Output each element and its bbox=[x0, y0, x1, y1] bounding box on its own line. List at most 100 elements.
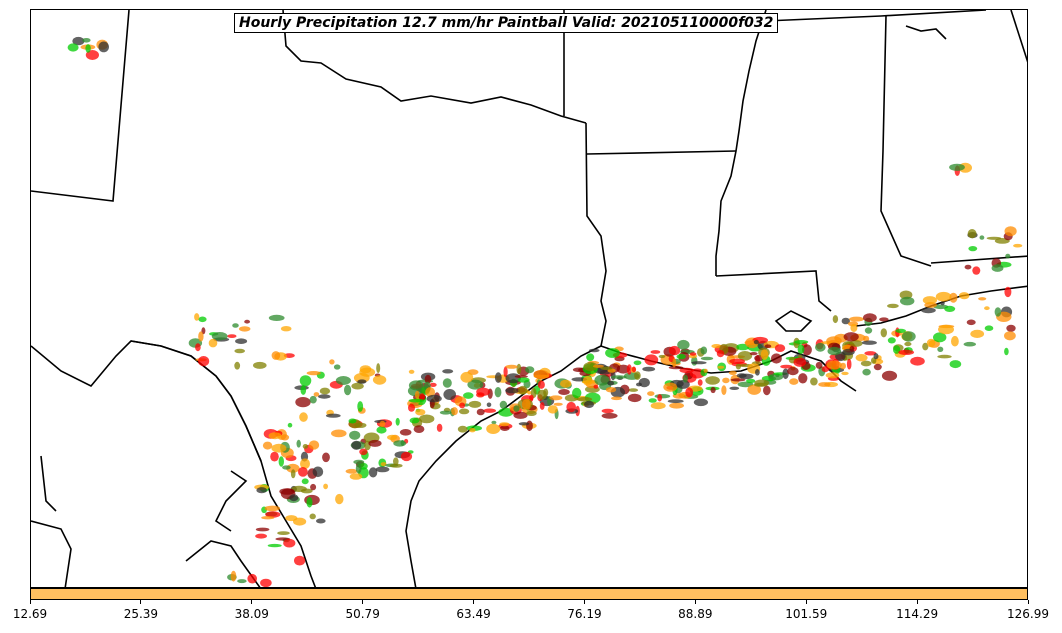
precip-blob bbox=[325, 413, 341, 418]
precip-blob bbox=[211, 332, 228, 341]
precip-blob bbox=[863, 313, 877, 323]
precip-blob bbox=[518, 385, 528, 395]
precip-blob bbox=[526, 410, 537, 416]
precip-blob bbox=[887, 337, 896, 344]
rio-grande bbox=[130, 340, 317, 587]
precip-blob bbox=[408, 398, 425, 403]
precip-blob bbox=[873, 353, 879, 360]
precip-blob bbox=[357, 379, 367, 384]
precip-blob bbox=[308, 440, 320, 450]
colorbar-tick bbox=[29, 600, 31, 604]
precip-blob bbox=[513, 411, 528, 419]
precip-blob bbox=[527, 390, 532, 395]
precip-blob bbox=[560, 379, 572, 388]
precip-blob bbox=[296, 439, 301, 448]
precip-blob bbox=[483, 408, 497, 413]
precip-blob bbox=[944, 305, 956, 312]
precip-blob bbox=[208, 338, 218, 348]
precip-blob bbox=[238, 326, 251, 332]
precip-blob bbox=[335, 376, 351, 385]
precip-blob bbox=[322, 452, 330, 463]
colorbar-tick-label: 50.79 bbox=[345, 607, 380, 621]
colorbar-tick bbox=[916, 600, 918, 604]
precip-blob bbox=[862, 368, 871, 376]
precip-blob bbox=[514, 375, 528, 378]
colorbar-tick bbox=[1027, 600, 1029, 604]
precip-blob bbox=[429, 382, 437, 387]
precip-blob bbox=[393, 440, 407, 447]
colorbar-tick bbox=[140, 600, 142, 604]
precip-blob bbox=[457, 425, 468, 433]
precip-blob bbox=[379, 420, 386, 427]
precip-blob bbox=[380, 462, 387, 467]
precip-blob bbox=[1005, 253, 1011, 259]
precip-blob bbox=[491, 420, 497, 425]
precip-blob bbox=[451, 407, 458, 416]
precip-blob bbox=[476, 408, 485, 416]
precip-blob bbox=[873, 363, 882, 371]
map-canvas bbox=[31, 10, 1027, 587]
precip-blob bbox=[289, 494, 299, 502]
precip-blob bbox=[198, 356, 210, 367]
colorbar-tick-label: 12.69 bbox=[12, 607, 48, 621]
precip-blob bbox=[486, 423, 501, 434]
precip-blob bbox=[668, 345, 681, 356]
precip-blob bbox=[294, 555, 306, 566]
precip-blob bbox=[963, 341, 976, 347]
precip-blob bbox=[310, 483, 317, 491]
precip-blob bbox=[234, 361, 241, 370]
precip-blob bbox=[261, 516, 275, 520]
precip-blob bbox=[648, 398, 657, 403]
precip-blob bbox=[861, 340, 877, 345]
precip-blob bbox=[849, 340, 863, 347]
precip-blob bbox=[1004, 286, 1012, 298]
precip-blob bbox=[921, 307, 936, 314]
precip-blob bbox=[291, 485, 307, 492]
precip-blob bbox=[300, 458, 310, 470]
precip-blob bbox=[815, 361, 823, 369]
precip-blob bbox=[194, 313, 200, 321]
precip-blob bbox=[716, 350, 725, 358]
precip-blob bbox=[793, 357, 807, 367]
mexico-border bbox=[31, 520, 72, 587]
precip-blob bbox=[601, 412, 618, 419]
precip-blob bbox=[400, 451, 413, 462]
precip-blob bbox=[893, 345, 901, 354]
precip-blob bbox=[300, 385, 307, 395]
precip-blob bbox=[539, 402, 545, 410]
colorbar-tick-label: 63.49 bbox=[456, 607, 491, 621]
precip-blob bbox=[628, 388, 639, 392]
precip-blob bbox=[415, 409, 426, 416]
precip-blob bbox=[513, 405, 520, 412]
precip-blob bbox=[1004, 347, 1009, 356]
precip-blob bbox=[393, 457, 399, 466]
precip-blob bbox=[711, 344, 722, 349]
precip-blob bbox=[967, 229, 977, 239]
precip-blob bbox=[658, 354, 666, 359]
precip-blob bbox=[299, 412, 308, 422]
precip-blob bbox=[458, 408, 470, 415]
precip-blob bbox=[972, 266, 981, 275]
precip-blob bbox=[1004, 226, 1017, 237]
precip-blob bbox=[395, 417, 400, 426]
precip-blob bbox=[705, 376, 720, 385]
precip-blob bbox=[198, 316, 207, 323]
precip-blob bbox=[607, 380, 615, 386]
precip-blob bbox=[978, 297, 987, 301]
precip-blob bbox=[302, 444, 309, 449]
precip-blob bbox=[860, 360, 872, 367]
precip-blob bbox=[984, 325, 994, 332]
precip-blob bbox=[970, 329, 985, 338]
precip-blob bbox=[287, 422, 293, 428]
precip-blob bbox=[85, 50, 99, 60]
precip-blob bbox=[271, 443, 287, 453]
precip-blob bbox=[721, 385, 727, 396]
precip-blob bbox=[780, 364, 793, 369]
precip-blob bbox=[864, 351, 877, 356]
precip-blob bbox=[409, 417, 420, 424]
precip-blob bbox=[904, 341, 912, 347]
ga-al-border bbox=[1010, 10, 1027, 63]
precip-blob bbox=[505, 387, 520, 394]
precip-blob bbox=[755, 369, 760, 376]
precip-blob bbox=[375, 466, 390, 473]
